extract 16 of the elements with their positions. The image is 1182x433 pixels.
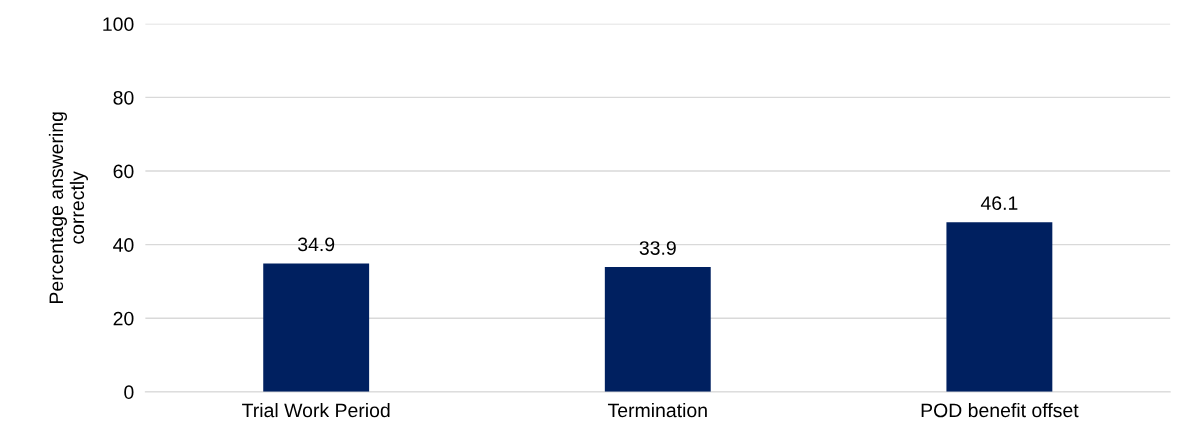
y-tick-label: 80 bbox=[113, 90, 134, 105]
data-label: 46.1 bbox=[980, 196, 1018, 211]
y-tick-label: 60 bbox=[113, 164, 134, 179]
data-label: 34.9 bbox=[298, 237, 335, 252]
x-tick-label: POD benefit offset bbox=[921, 402, 1079, 418]
y-axis-title: Percentage answering correctly bbox=[48, 112, 88, 303]
y-tick-label: 100 bbox=[103, 17, 134, 32]
bar bbox=[946, 222, 1053, 392]
bar bbox=[263, 263, 370, 392]
y-tick-label: 20 bbox=[113, 311, 134, 326]
y-tick-label: 40 bbox=[113, 238, 134, 252]
x-tick-label: Termination bbox=[607, 402, 707, 418]
x-tick-label: Trial Work Period bbox=[242, 402, 390, 418]
bar bbox=[604, 267, 711, 392]
data-label: 33.9 bbox=[639, 241, 676, 255]
y-tick-label: 0 bbox=[124, 385, 134, 400]
